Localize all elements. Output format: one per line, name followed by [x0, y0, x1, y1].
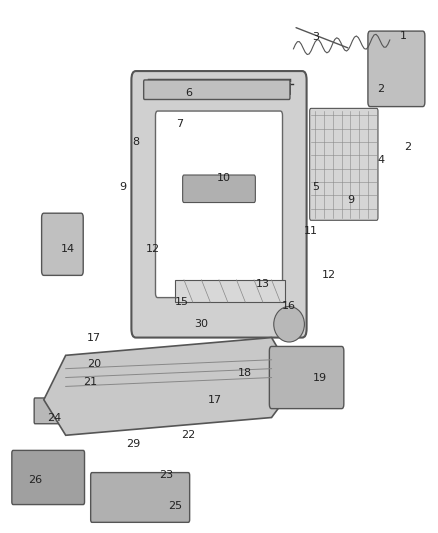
Text: 15: 15: [175, 297, 189, 307]
Text: 5: 5: [312, 182, 319, 191]
Text: 2: 2: [378, 84, 385, 94]
FancyBboxPatch shape: [131, 71, 307, 337]
Text: 9: 9: [119, 182, 126, 191]
Text: 25: 25: [168, 502, 182, 511]
Text: 4: 4: [378, 155, 385, 165]
Text: 9: 9: [347, 195, 354, 205]
FancyBboxPatch shape: [155, 111, 283, 297]
Text: 8: 8: [132, 137, 139, 147]
Text: 7: 7: [176, 119, 183, 130]
Text: 26: 26: [28, 475, 42, 484]
Text: 16: 16: [282, 302, 296, 311]
FancyBboxPatch shape: [12, 450, 85, 505]
PathPatch shape: [44, 337, 298, 435]
Text: 20: 20: [87, 359, 101, 369]
FancyBboxPatch shape: [144, 80, 290, 100]
Text: 1: 1: [399, 30, 406, 41]
Text: 23: 23: [159, 470, 173, 480]
Text: 12: 12: [146, 244, 160, 254]
FancyBboxPatch shape: [34, 398, 189, 424]
Text: 17: 17: [208, 395, 222, 405]
Text: 3: 3: [312, 33, 319, 42]
Text: 6: 6: [185, 88, 192, 98]
FancyBboxPatch shape: [91, 473, 190, 522]
FancyBboxPatch shape: [310, 108, 378, 220]
Text: 13: 13: [256, 279, 270, 289]
FancyBboxPatch shape: [368, 31, 425, 107]
Text: 12: 12: [321, 270, 336, 280]
Text: 11: 11: [304, 226, 318, 236]
Ellipse shape: [274, 306, 304, 342]
Text: 10: 10: [216, 173, 230, 183]
Text: 2: 2: [404, 142, 411, 151]
Text: 29: 29: [127, 439, 141, 449]
Text: 19: 19: [313, 373, 327, 383]
FancyBboxPatch shape: [42, 213, 83, 276]
PathPatch shape: [175, 280, 285, 302]
Text: 17: 17: [87, 333, 101, 343]
FancyBboxPatch shape: [183, 175, 255, 203]
Text: 14: 14: [61, 244, 75, 254]
Text: 30: 30: [194, 319, 208, 329]
Text: 18: 18: [238, 368, 252, 378]
Text: 21: 21: [83, 377, 97, 387]
Text: 22: 22: [181, 430, 195, 440]
Text: 24: 24: [48, 413, 62, 423]
FancyBboxPatch shape: [269, 346, 344, 409]
